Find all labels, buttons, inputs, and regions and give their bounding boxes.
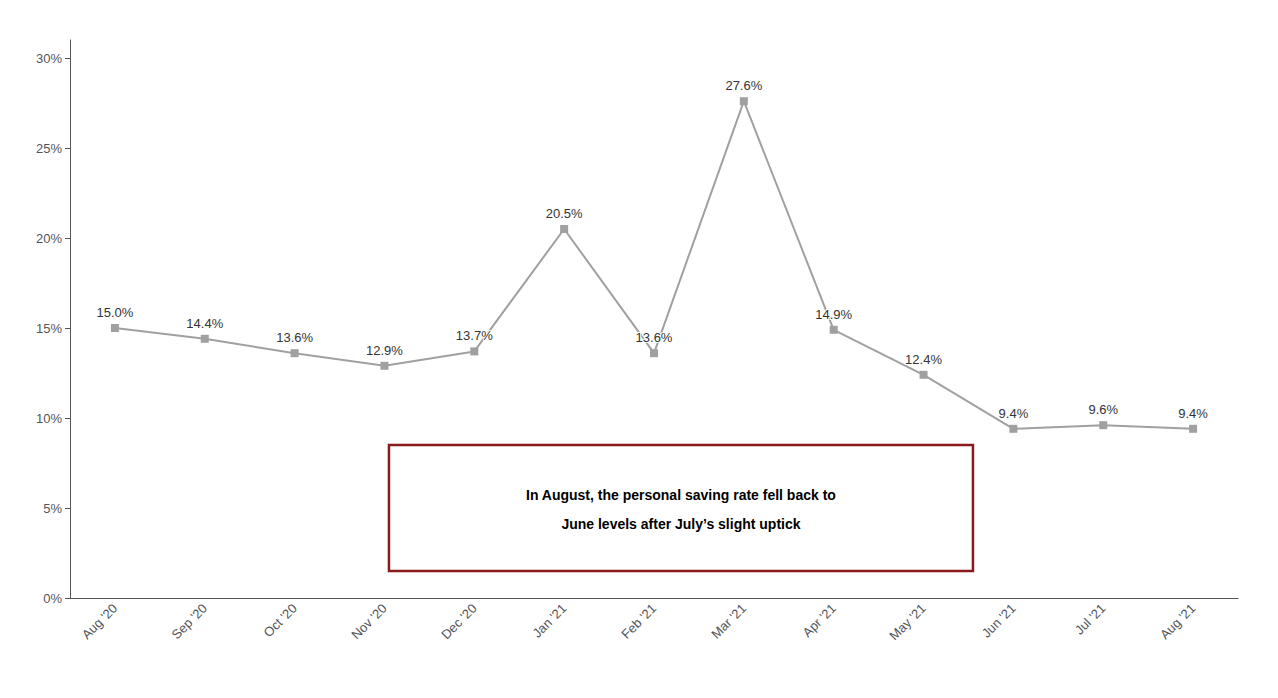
svg-text:13.6%: 13.6% <box>276 330 313 345</box>
svg-text:30%: 30% <box>36 51 62 66</box>
svg-text:10%: 10% <box>36 411 62 426</box>
svg-text:Jan '21: Jan '21 <box>530 601 570 641</box>
svg-text:25%: 25% <box>36 141 62 156</box>
svg-text:In August, the personal saving: In August, the personal saving rate fell… <box>526 487 836 503</box>
svg-text:5%: 5% <box>43 501 62 516</box>
svg-text:June levels after July’s sligh: June levels after July’s slight uptick <box>561 516 800 532</box>
svg-text:Aug '20: Aug '20 <box>79 601 120 642</box>
svg-text:27.6%: 27.6% <box>725 78 762 93</box>
svg-text:14.9%: 14.9% <box>815 307 852 322</box>
svg-text:9.6%: 9.6% <box>1088 402 1118 417</box>
svg-text:0%: 0% <box>43 591 62 606</box>
svg-text:May '21: May '21 <box>886 601 928 643</box>
svg-text:13.7%: 13.7% <box>456 328 493 343</box>
svg-text:Sep '20: Sep '20 <box>169 601 210 642</box>
svg-text:9.4%: 9.4% <box>999 406 1029 421</box>
svg-text:20%: 20% <box>36 231 62 246</box>
svg-text:Dec '20: Dec '20 <box>438 601 479 642</box>
svg-text:9.4%: 9.4% <box>1178 406 1208 421</box>
svg-text:Oct '20: Oct '20 <box>261 601 300 640</box>
svg-text:Mar '21: Mar '21 <box>708 601 749 642</box>
svg-text:Jun '21: Jun '21 <box>979 601 1019 641</box>
svg-text:Nov '20: Nov '20 <box>348 601 389 642</box>
svg-text:Apr '21: Apr '21 <box>800 601 839 640</box>
svg-text:15%: 15% <box>36 321 62 336</box>
svg-text:Aug '21: Aug '21 <box>1157 601 1198 642</box>
svg-text:15.0%: 15.0% <box>96 305 133 320</box>
svg-text:Jul '21: Jul '21 <box>1072 601 1109 638</box>
svg-text:20.5%: 20.5% <box>546 206 583 221</box>
svg-text:13.6%: 13.6% <box>636 330 673 345</box>
svg-text:Feb '21: Feb '21 <box>618 601 659 642</box>
svg-text:12.9%: 12.9% <box>366 343 403 358</box>
svg-text:14.4%: 14.4% <box>186 316 223 331</box>
svg-text:12.4%: 12.4% <box>905 352 942 367</box>
